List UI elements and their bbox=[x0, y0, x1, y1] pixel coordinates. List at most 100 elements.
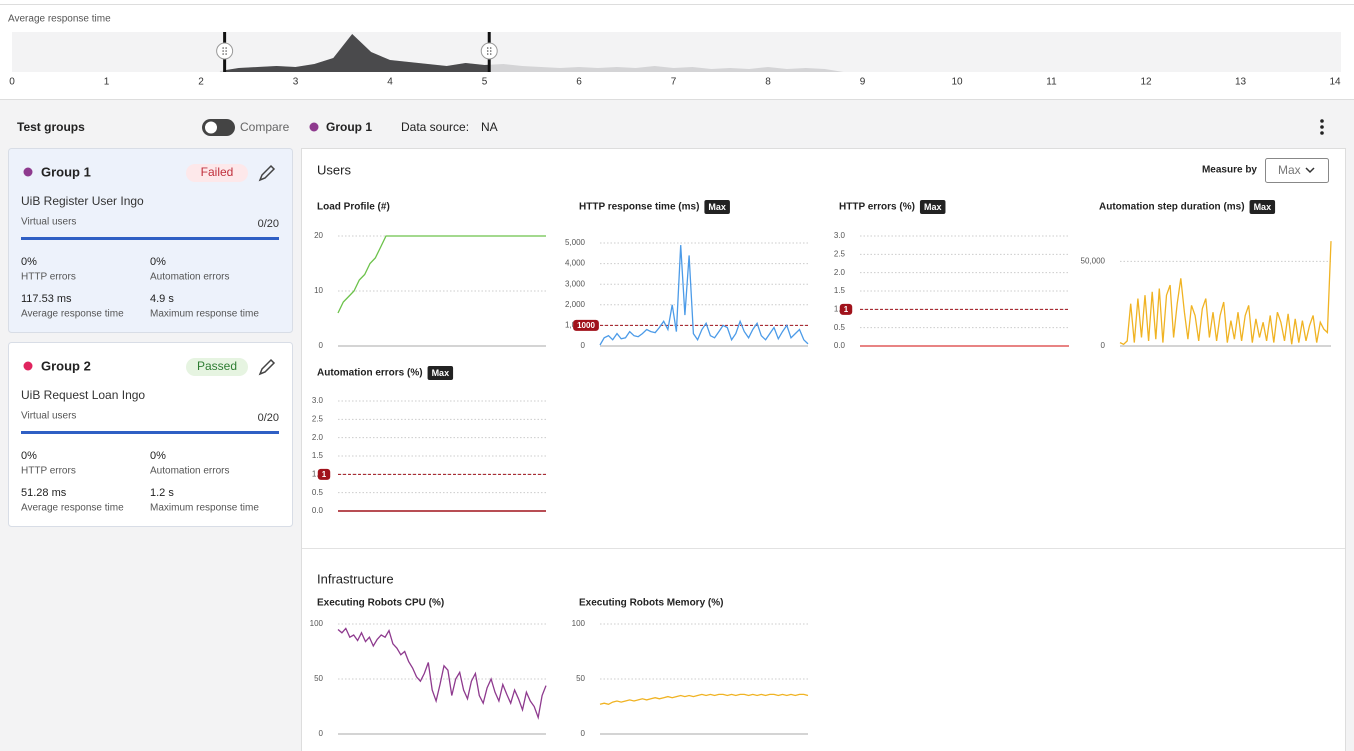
grip-dot[interactable] bbox=[225, 50, 227, 52]
y-tick-label: 0 bbox=[319, 341, 324, 350]
y-tick-label: 0.5 bbox=[312, 488, 324, 497]
y-tick-label: 0.5 bbox=[834, 323, 846, 332]
y-tick-label: 0.0 bbox=[312, 506, 324, 515]
y-tick-label: 3.0 bbox=[834, 231, 846, 240]
grip-dot[interactable] bbox=[222, 47, 224, 49]
users: 0/20 bbox=[258, 412, 279, 424]
stat-value: 0% bbox=[150, 450, 166, 462]
y-tick-label: 2.0 bbox=[312, 433, 324, 442]
threshold-label: 1 bbox=[322, 470, 327, 479]
stat-value: 1.2 s bbox=[150, 487, 174, 499]
y-tick-label: 100 bbox=[572, 619, 586, 628]
grip-dot[interactable] bbox=[489, 53, 492, 55]
users-title: Users bbox=[317, 162, 351, 177]
stat-label: HTTP errors bbox=[21, 466, 76, 477]
timeline-tick-label: 13 bbox=[1235, 77, 1247, 88]
edit-icon[interactable] bbox=[258, 358, 276, 376]
stat-label: Maximum response time bbox=[150, 309, 259, 320]
status-pill bbox=[186, 164, 248, 182]
infrastructure-title: Infrastructure bbox=[317, 571, 394, 586]
group-card[interactable] bbox=[8, 342, 293, 527]
test-groups-title: Test groups bbox=[17, 120, 85, 134]
menu-dot[interactable] bbox=[1320, 131, 1324, 135]
grip-dot[interactable] bbox=[222, 53, 224, 55]
grip-dot[interactable] bbox=[489, 47, 492, 49]
series-line bbox=[599, 245, 809, 346]
timeline-title: Average response time bbox=[8, 14, 111, 25]
stat-value: 51.28 ms bbox=[21, 487, 67, 499]
menu-dot[interactable] bbox=[1320, 119, 1324, 123]
series-line bbox=[337, 235, 546, 314]
stat-value: 0% bbox=[150, 256, 166, 268]
y-tick-label: 1.5 bbox=[312, 451, 324, 460]
y-tick-label: 50 bbox=[576, 674, 585, 683]
timeline-tick-label: 11 bbox=[1046, 77, 1057, 88]
group-legend: Group 1 bbox=[326, 120, 372, 134]
group-card[interactable] bbox=[8, 148, 293, 333]
users-label: Virtual users bbox=[21, 411, 76, 422]
y-tick-label: 2.5 bbox=[312, 414, 324, 423]
group-dot bbox=[23, 167, 33, 177]
timeline-tick-label: 9 bbox=[860, 77, 866, 88]
toggle-knob[interactable] bbox=[205, 121, 217, 134]
handle-knob[interactable] bbox=[480, 42, 498, 60]
stat-value: 0% bbox=[21, 450, 37, 462]
users: 0/20 bbox=[258, 218, 279, 230]
measure-select[interactable]: Max bbox=[1265, 158, 1329, 183]
y-tick-label: 4,000 bbox=[565, 259, 586, 268]
status: Passed bbox=[197, 359, 237, 373]
chart-title: Executing Robots Memory (%) bbox=[579, 598, 723, 609]
more-menu[interactable] bbox=[1320, 119, 1324, 135]
y-tick-label: 3.0 bbox=[312, 396, 324, 405]
y-tick-label: 2.0 bbox=[834, 268, 846, 277]
threshold-label: 1 bbox=[844, 305, 849, 314]
badge: Max bbox=[432, 368, 450, 378]
chart-title: Automation step duration (ms) bbox=[1099, 202, 1245, 213]
y-tick-label: 20 bbox=[314, 231, 323, 240]
grip-dot[interactable] bbox=[486, 50, 489, 52]
threshold-label: 1000 bbox=[577, 321, 595, 330]
chevron[interactable] bbox=[1305, 167, 1315, 174]
stat-label: Automation errors bbox=[150, 272, 229, 283]
y-tick-label: 50,000 bbox=[1081, 256, 1106, 265]
grip-dot[interactable] bbox=[225, 47, 227, 49]
y-tick-label: 0 bbox=[1101, 341, 1106, 350]
handle-knob[interactable] bbox=[216, 42, 234, 60]
select-box[interactable] bbox=[1265, 158, 1329, 183]
threshold-badge bbox=[573, 319, 599, 331]
timeline-tick-label: 4 bbox=[387, 77, 393, 88]
edit-icon[interactable] bbox=[258, 164, 276, 182]
data-source-label: Data source: bbox=[401, 120, 469, 134]
y-tick-label: 10 bbox=[314, 286, 323, 295]
group-name: Group 1 bbox=[41, 164, 91, 179]
threshold-badge bbox=[317, 468, 331, 480]
grip-dot[interactable] bbox=[489, 50, 492, 52]
range-handle[interactable] bbox=[480, 32, 498, 72]
badge-bg bbox=[704, 200, 730, 214]
compare-label: Compare bbox=[240, 120, 290, 134]
compare-toggle[interactable] bbox=[202, 119, 235, 136]
status-pill bbox=[186, 358, 248, 376]
users-progress bbox=[21, 237, 279, 240]
range-handle[interactable] bbox=[216, 32, 234, 72]
data-source: NA bbox=[481, 120, 498, 134]
grip-dot[interactable] bbox=[225, 53, 227, 55]
timeline-tick-label: 0 bbox=[9, 77, 15, 88]
timeline-tick-label: 6 bbox=[576, 77, 582, 88]
chart-title: Executing Robots CPU (%) bbox=[317, 598, 444, 609]
timeline-tick-label: 3 bbox=[293, 77, 299, 88]
menu-dot[interactable] bbox=[1320, 125, 1324, 129]
stat-label: Average response time bbox=[21, 503, 124, 514]
grip-dot[interactable] bbox=[222, 50, 224, 52]
grip-dot[interactable] bbox=[486, 53, 489, 55]
y-tick-label: 2.5 bbox=[834, 249, 846, 258]
select-value[interactable]: Max bbox=[1278, 163, 1301, 177]
series-line bbox=[337, 627, 547, 720]
y-tick-label: 1.0 bbox=[834, 304, 846, 313]
timeline-tick-label: 5 bbox=[482, 77, 488, 88]
grip-dot[interactable] bbox=[486, 47, 489, 49]
y-tick-label: 2,000 bbox=[565, 300, 586, 309]
y-tick-label: 0 bbox=[319, 729, 324, 738]
test-name: UiB Request Loan Ingo bbox=[21, 388, 145, 402]
